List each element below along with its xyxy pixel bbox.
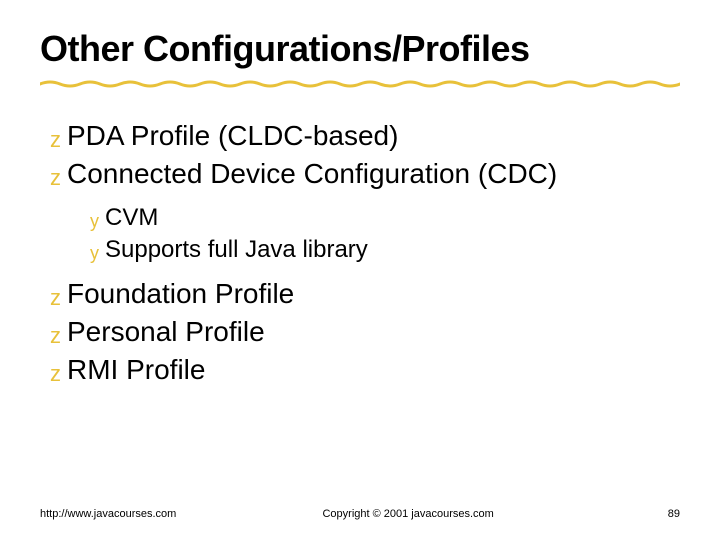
bullet-level1-icon: z xyxy=(50,165,61,191)
bullet-level1-icon: z xyxy=(50,285,61,311)
list-item-label: PDA Profile (CLDC-based) xyxy=(67,120,398,152)
list-item: zFoundation Profile xyxy=(50,278,680,310)
slide: Other Configurations/Profiles zPDA Profi… xyxy=(0,0,720,540)
bullet-level1-icon: z xyxy=(50,127,61,153)
list-item: zRMI Profile xyxy=(50,354,680,386)
list-item: y Supports full Java library xyxy=(90,236,680,264)
wavy-underline-icon xyxy=(40,76,680,92)
bullet-level2-icon: y xyxy=(90,243,99,264)
list-item-label: Foundation Profile xyxy=(67,278,294,310)
bullet-list: zPDA Profile (CLDC-based)zConnected Devi… xyxy=(40,120,680,386)
list-item-label: Connected Device Configuration (CDC) xyxy=(67,158,557,190)
slide-footer: http://www.javacourses.com Copyright © 2… xyxy=(0,508,720,520)
list-item-label: Supports full Java library xyxy=(105,236,368,264)
list-item: y CVM xyxy=(90,204,680,232)
bullet-level2-icon: y xyxy=(90,211,99,232)
footer-copyright: Copyright © 2001 javacourses.com xyxy=(176,508,640,520)
list-item: zPDA Profile (CLDC-based) xyxy=(50,120,680,152)
footer-url: http://www.javacourses.com xyxy=(40,508,176,520)
list-item: zPersonal Profile xyxy=(50,316,680,348)
list-item-label: CVM xyxy=(105,204,158,232)
bullet-level1-icon: z xyxy=(50,323,61,349)
list-item-label: Personal Profile xyxy=(67,316,265,348)
list-item: zConnected Device Configuration (CDC) xyxy=(50,158,680,190)
bullet-level1-icon: z xyxy=(50,361,61,387)
list-item-label: RMI Profile xyxy=(67,354,205,386)
footer-page-number: 89 xyxy=(640,508,680,520)
title-underline xyxy=(40,76,680,92)
slide-title: Other Configurations/Profiles xyxy=(40,28,680,70)
